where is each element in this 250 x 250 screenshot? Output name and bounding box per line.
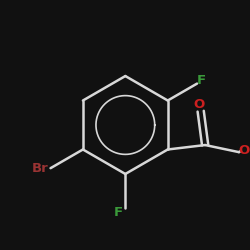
Text: Br: Br <box>32 162 48 175</box>
Text: O: O <box>239 144 250 157</box>
Text: F: F <box>114 206 123 219</box>
Text: O: O <box>193 98 204 112</box>
Text: F: F <box>197 74 206 88</box>
